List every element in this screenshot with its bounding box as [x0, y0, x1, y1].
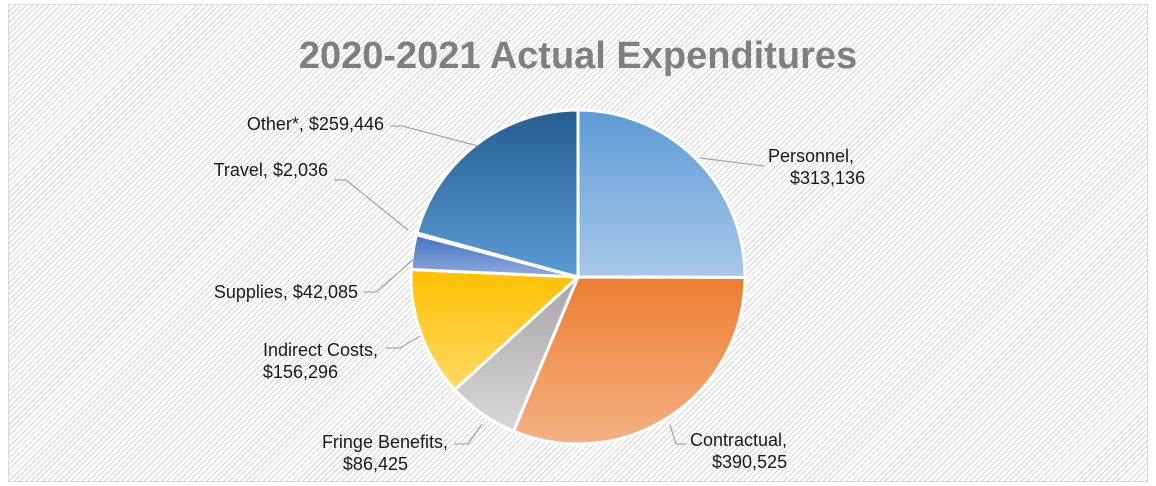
leader-line [699, 157, 765, 167]
data-labels: Personnel, $313,136 Contractual, $390,525 Fr… [214, 114, 865, 474]
leader-line [386, 335, 421, 349]
pie-slice-personnel [576, 108, 747, 280]
pie-slice-indirect-costs [409, 268, 580, 392]
data-label: Indirect Costs, $156,296 [263, 340, 378, 382]
pie-slice-other [415, 108, 580, 279]
leader-line [334, 179, 409, 231]
data-label: Personnel, $313,136 [768, 146, 865, 188]
leader-lines [334, 125, 765, 445]
data-label: Supplies, $42,085 [214, 282, 358, 302]
leader-line [390, 125, 479, 147]
data-label: Contractual, $390,525 [690, 430, 787, 472]
leader-line [669, 424, 686, 445]
data-label: Other*, $259,446 [247, 114, 384, 134]
pie-slice-contractual [512, 275, 747, 446]
chart-title: 2020-2021 Actual Expenditures [299, 35, 857, 77]
pie-slices [409, 108, 747, 446]
leader-line [454, 423, 483, 445]
data-label: Travel, $2,036 [214, 160, 328, 180]
data-label: Fringe Benefits, $86,425 [322, 432, 448, 474]
leader-line [364, 258, 415, 293]
